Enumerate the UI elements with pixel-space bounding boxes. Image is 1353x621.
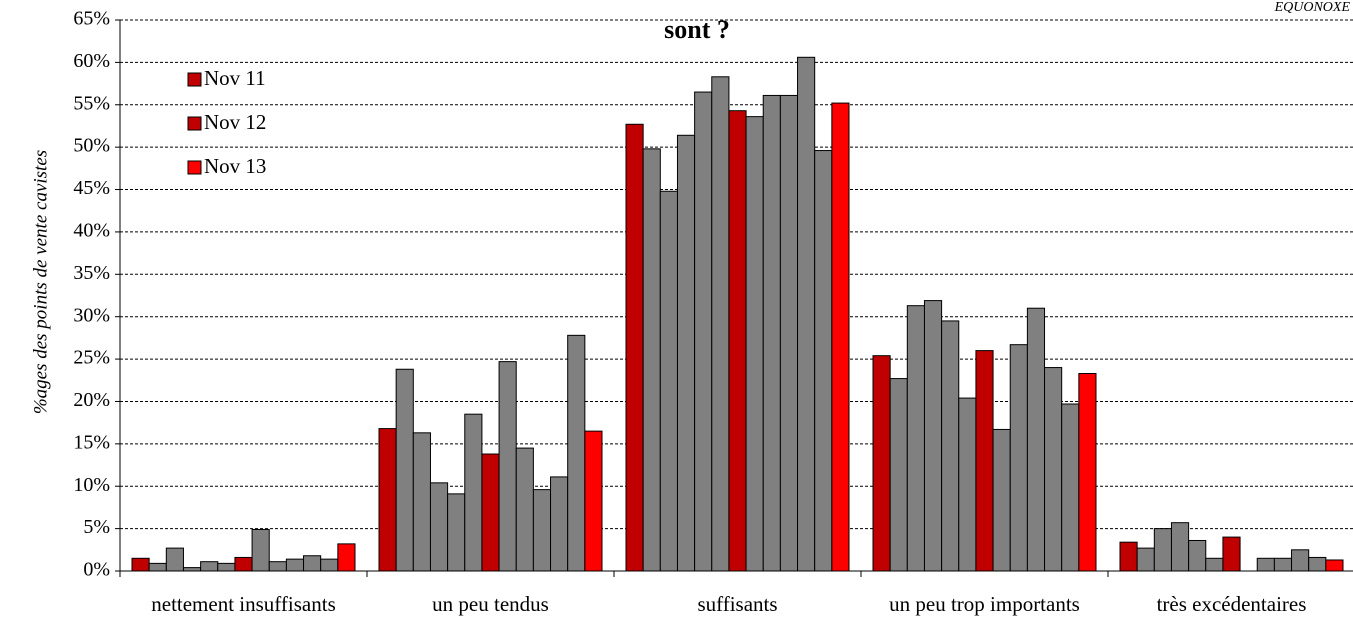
bar (378, 428, 397, 572)
bar (217, 562, 236, 572)
y-tick-label: 45% (73, 177, 110, 199)
bar (1119, 541, 1138, 572)
bar (464, 413, 483, 572)
y-tick-label: 60% (73, 50, 110, 72)
y-tick-label: 40% (73, 220, 110, 242)
y-tick-label: 55% (73, 92, 110, 114)
bar (906, 305, 925, 572)
bar (1308, 556, 1327, 572)
bar (337, 543, 356, 572)
x-tick-label: un peu tendus (432, 592, 549, 616)
bar (814, 150, 833, 572)
bar (711, 76, 730, 572)
y-tick-label: 20% (73, 389, 110, 411)
bar (1291, 549, 1310, 572)
bar (303, 555, 322, 572)
x-tick-label: suffisants (697, 592, 777, 616)
bar (131, 557, 150, 572)
bar (1136, 547, 1155, 572)
bar (1044, 367, 1063, 572)
bar (498, 361, 517, 572)
y-tick-label: 5% (83, 516, 110, 538)
bar (958, 397, 977, 572)
x-tick-label: très excédentaires (1157, 592, 1307, 616)
bar (200, 561, 219, 572)
bar (567, 334, 586, 572)
bar (1188, 539, 1207, 572)
bar (941, 320, 960, 572)
bar (831, 102, 850, 572)
bar (234, 556, 253, 572)
bar (1078, 372, 1097, 572)
bar (659, 190, 678, 572)
bar (1325, 559, 1344, 572)
bar (779, 94, 799, 572)
bar (550, 476, 569, 572)
bar (285, 558, 305, 572)
bar (762, 94, 781, 572)
legend-label: Nov 13 (204, 154, 266, 178)
y-tick-label: 30% (73, 304, 110, 326)
bar (429, 482, 449, 572)
bar (625, 123, 644, 572)
legend-label: Nov 11 (204, 66, 266, 90)
bar (584, 430, 603, 572)
bar (182, 567, 202, 572)
bar (532, 489, 552, 572)
y-tick-label: 10% (73, 474, 110, 496)
bar (1205, 557, 1224, 572)
legend-swatch (187, 160, 202, 175)
bar (694, 91, 713, 572)
bar (1222, 536, 1241, 572)
bar (165, 547, 184, 572)
bar (1256, 557, 1275, 572)
bar (889, 378, 908, 572)
bar (992, 428, 1011, 572)
legend-swatch (187, 72, 202, 87)
bar (268, 561, 287, 572)
source: EQUONOXE (1274, 0, 1351, 15)
bar (1009, 344, 1028, 572)
bar (395, 368, 414, 572)
bar (923, 300, 943, 572)
bar (1273, 557, 1293, 572)
legend-label: Nov 12 (204, 110, 266, 134)
bar (1026, 307, 1046, 572)
bar (1061, 403, 1080, 572)
bar (251, 528, 270, 572)
bar (745, 116, 764, 572)
bar (797, 56, 816, 572)
bar (1153, 528, 1172, 572)
y-tick-label: 25% (73, 347, 110, 369)
x-tick-label: nettement insuffisants (151, 592, 336, 616)
bar (728, 110, 747, 572)
bar (642, 148, 661, 572)
bar (481, 453, 500, 572)
bar (148, 562, 167, 572)
bar (975, 350, 994, 572)
bar (320, 558, 339, 572)
y-axis-label: %ages des points de vente cavistes (30, 150, 51, 414)
bar (676, 134, 696, 572)
bar (872, 355, 891, 572)
y-tick-label: 35% (73, 262, 110, 284)
bar (412, 432, 431, 572)
bar (447, 493, 466, 572)
y-tick-label: 15% (73, 431, 110, 453)
y-tick-label: 0% (83, 559, 110, 581)
bar (1170, 522, 1190, 572)
legend-swatch (187, 116, 202, 131)
bar (515, 447, 534, 572)
x-tick-label: un peu trop importants (889, 592, 1080, 616)
chart-title: sont ? (664, 15, 730, 44)
y-tick-label: 50% (73, 135, 110, 157)
y-tick-label: 65% (73, 8, 110, 30)
